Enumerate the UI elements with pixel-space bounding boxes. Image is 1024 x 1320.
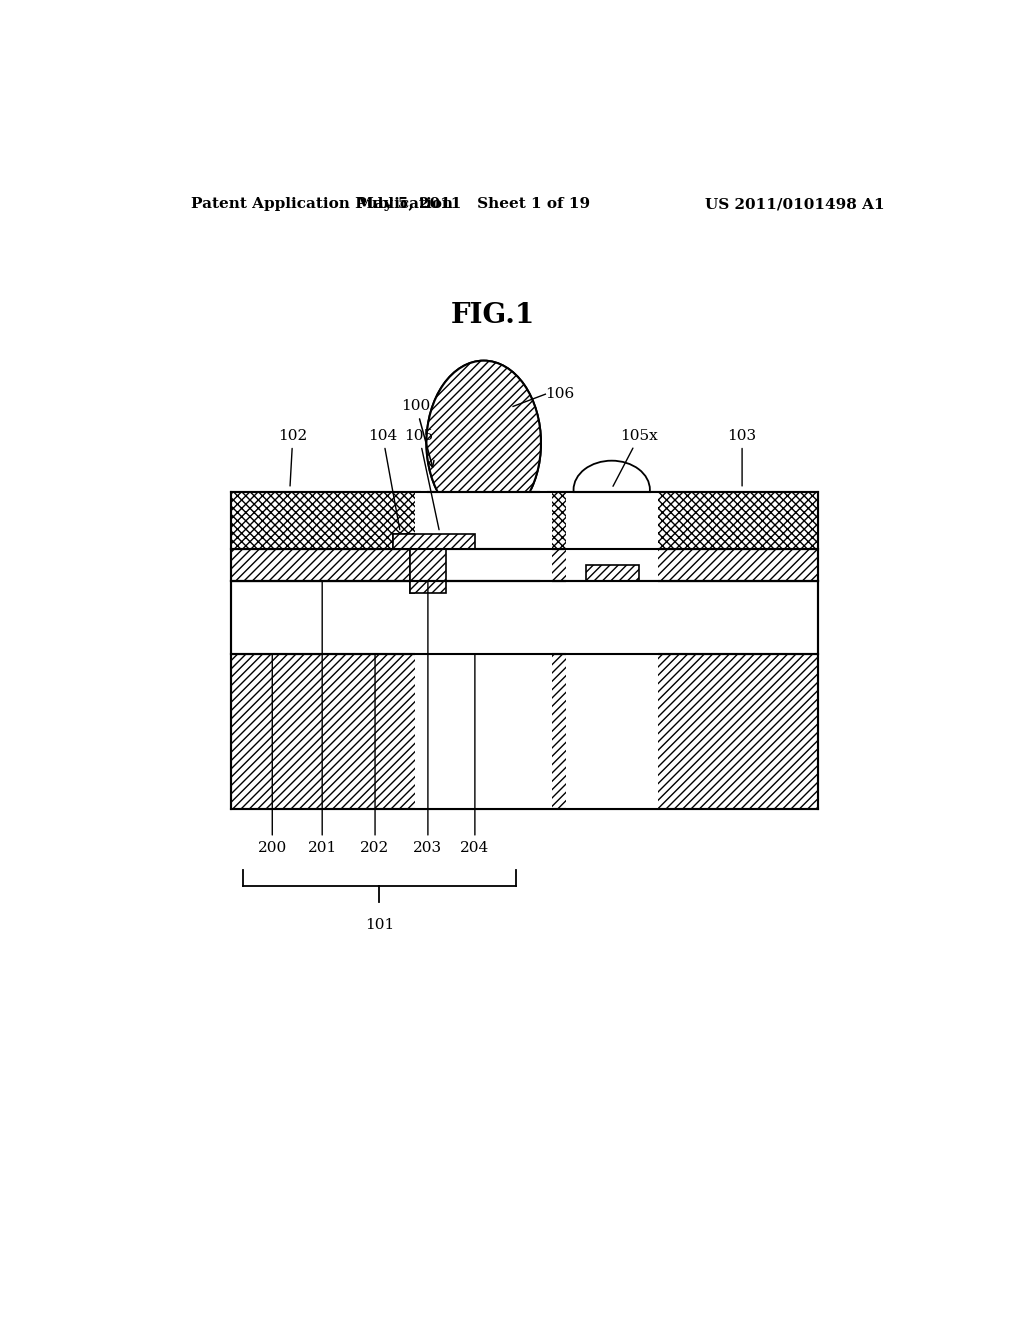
Text: Patent Application Publication: Patent Application Publication — [191, 197, 454, 211]
Text: 105x: 105x — [613, 429, 658, 486]
Text: 105: 105 — [404, 429, 439, 529]
Ellipse shape — [426, 360, 541, 525]
Bar — [566, 492, 657, 809]
Text: 201: 201 — [307, 581, 337, 854]
Text: 200: 200 — [258, 655, 287, 854]
Bar — [587, 565, 639, 581]
Bar — [540, 492, 818, 549]
Text: 204: 204 — [460, 655, 489, 854]
Text: 103: 103 — [727, 429, 757, 486]
Text: 104: 104 — [368, 429, 399, 529]
Text: 101: 101 — [365, 917, 394, 932]
Bar — [231, 549, 818, 581]
Text: US 2011/0101498 A1: US 2011/0101498 A1 — [705, 197, 885, 211]
Bar — [231, 581, 818, 655]
Text: May 5, 2011   Sheet 1 of 19: May 5, 2011 Sheet 1 of 19 — [356, 197, 590, 211]
Bar — [392, 535, 475, 549]
Bar — [392, 535, 475, 549]
Bar — [415, 492, 552, 809]
Text: 106: 106 — [546, 387, 574, 401]
Ellipse shape — [426, 360, 541, 525]
Bar — [231, 492, 428, 549]
Bar — [231, 655, 818, 809]
Text: 100: 100 — [401, 400, 434, 467]
Bar — [587, 565, 639, 581]
Bar — [411, 549, 445, 594]
Text: 202: 202 — [360, 655, 390, 854]
Ellipse shape — [573, 461, 650, 519]
Bar — [421, 490, 547, 809]
Text: FIG.1: FIG.1 — [451, 302, 536, 330]
Text: 102: 102 — [279, 429, 307, 486]
Bar — [411, 549, 445, 594]
Text: 203: 203 — [414, 581, 442, 854]
